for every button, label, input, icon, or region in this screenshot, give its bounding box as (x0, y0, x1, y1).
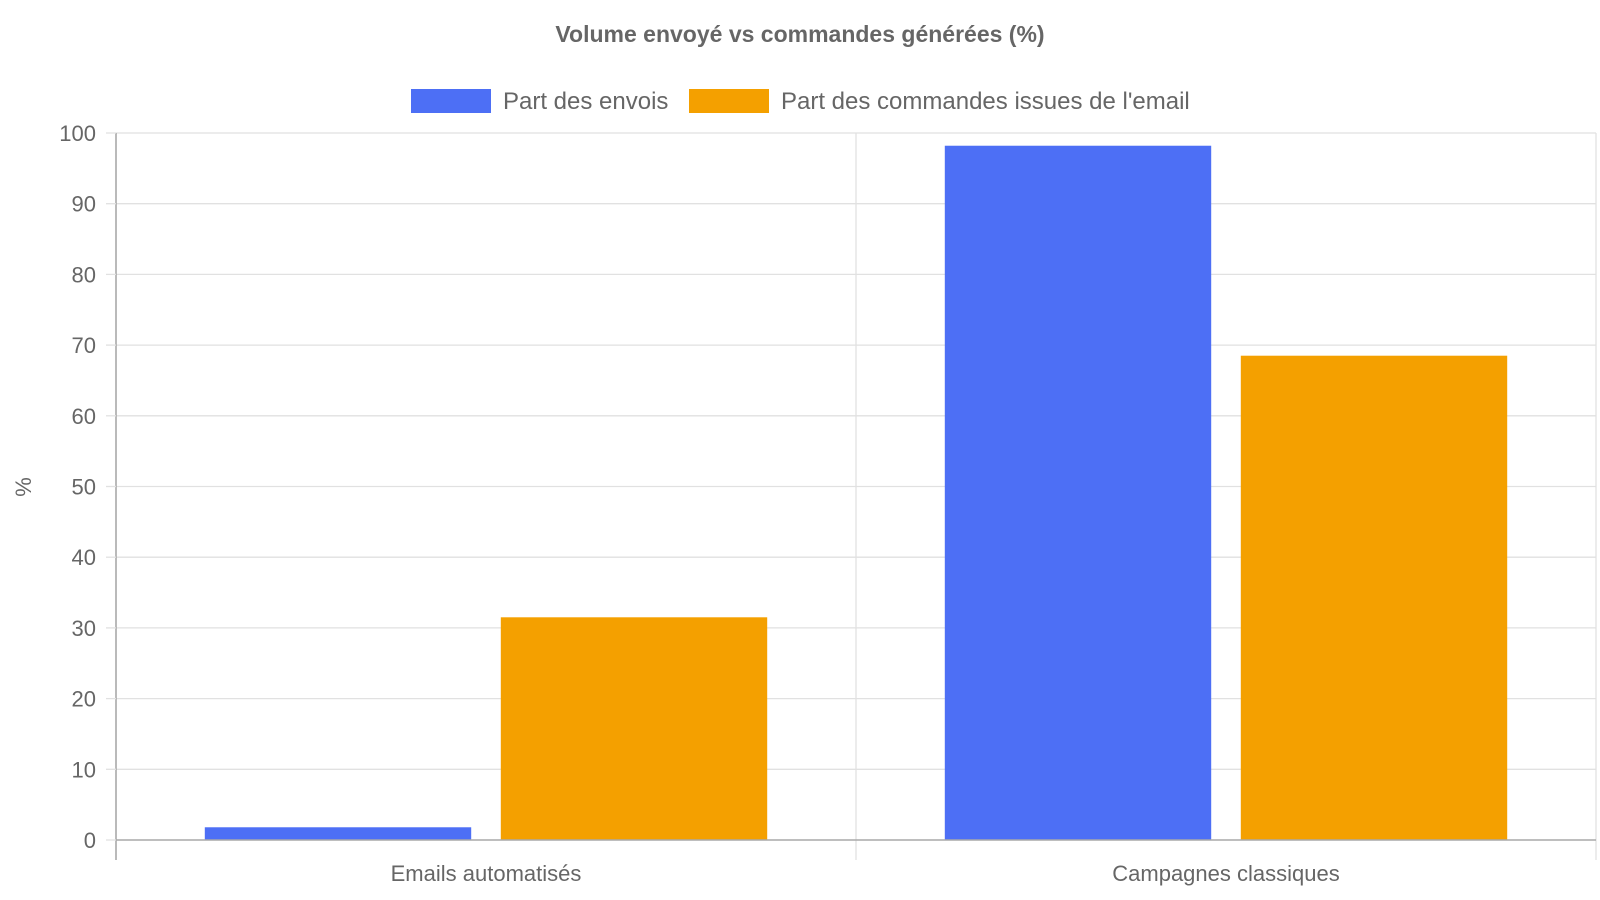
y-tick-label: 100 (59, 121, 96, 146)
x-tick-label: Campagnes classiques (1112, 861, 1339, 886)
chart-legend: Part des envois Part des commandes issue… (411, 88, 1190, 115)
y-tick-label: 10 (72, 757, 96, 782)
bar-part-des-commandes-0 (500, 617, 768, 840)
bars (204, 145, 1508, 840)
grid (116, 132, 1597, 860)
bar-part-des-envois-1 (944, 145, 1212, 840)
x-tick-label: Emails automatisés (391, 861, 582, 886)
chart-title: Volume envoyé vs commandes générées (%) (555, 21, 1044, 47)
y-tick-label: 20 (72, 687, 96, 712)
y-axis-title: % (11, 477, 36, 497)
legend-label-part-des-envois: Part des envois (503, 88, 668, 115)
y-tick-label: 50 (72, 475, 96, 500)
y-tick-label: 60 (72, 404, 96, 429)
y-axis-ticks: 0 10 20 30 40 50 60 70 80 90 100 (59, 121, 116, 853)
legend-swatch-part-des-commandes (689, 89, 769, 113)
legend-label-part-des-commandes: Part des commandes issues de l'email (781, 88, 1190, 115)
y-tick-label: 70 (72, 333, 96, 358)
y-tick-label: 40 (72, 545, 96, 570)
y-tick-label: 0 (84, 828, 96, 853)
y-tick-label: 30 (72, 616, 96, 641)
bar-part-des-commandes-1 (1240, 355, 1508, 840)
bar-part-des-envois-0 (204, 827, 472, 840)
y-tick-label: 80 (72, 262, 96, 287)
legend-swatch-part-des-envois (411, 89, 491, 113)
axes (115, 133, 1596, 860)
y-tick-label: 90 (72, 192, 96, 217)
x-axis-ticks: Emails automatisés Campagnes classiques (391, 861, 1340, 886)
